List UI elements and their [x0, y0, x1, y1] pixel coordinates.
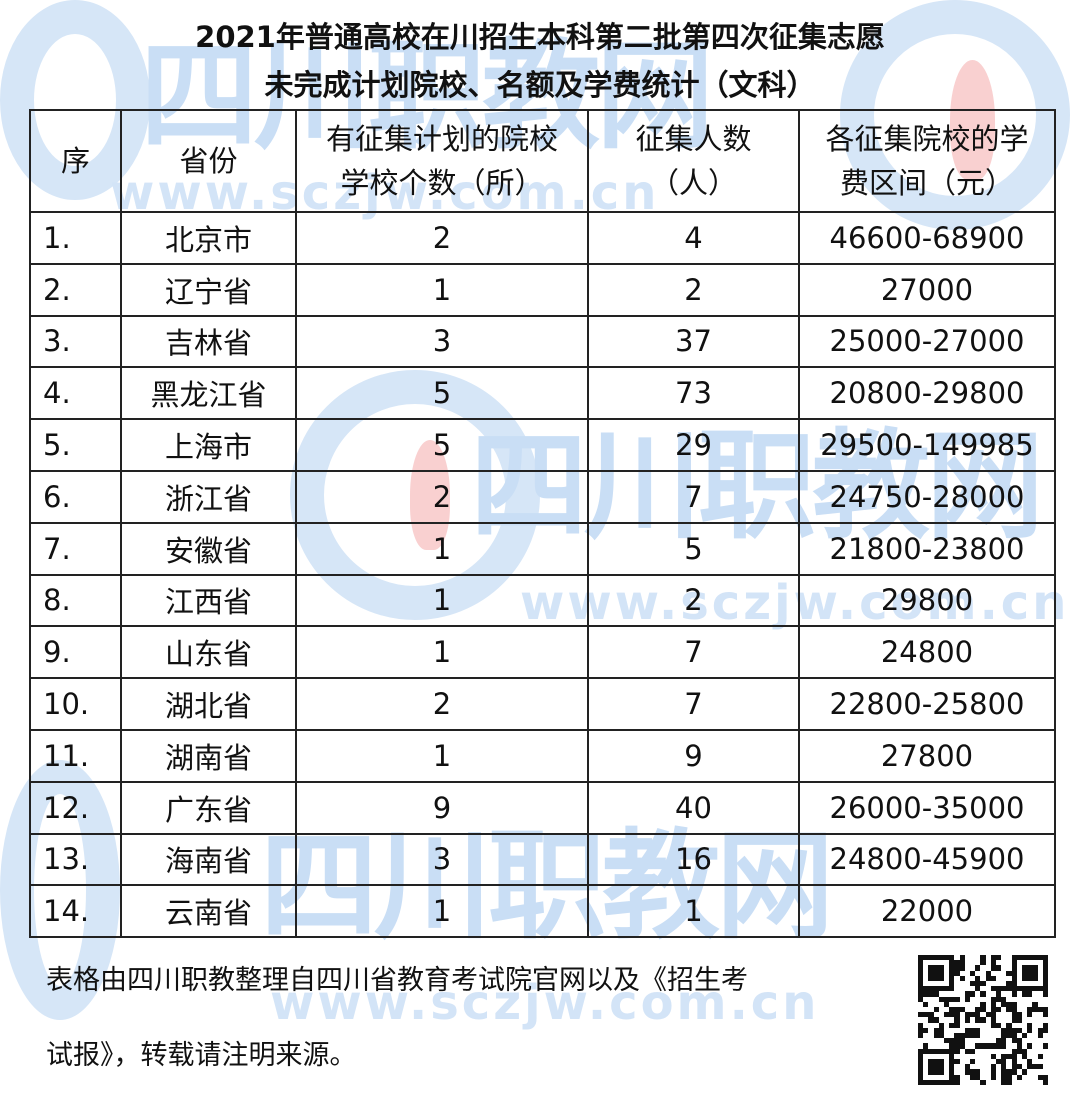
- cell-province: 湖北省: [120, 677, 297, 731]
- table-row: 12. 广东省 9 40 26000-35000: [29, 780, 1056, 835]
- cell-enrollment: 5: [587, 521, 800, 576]
- cell-province: 湖南省: [120, 728, 297, 783]
- cell-index: 12.: [29, 780, 122, 835]
- cell-province: 广东省: [120, 780, 297, 835]
- cell-enrollment: 37: [587, 314, 800, 369]
- cell-school-count: 3: [295, 314, 589, 369]
- cell-school-count: 1: [295, 884, 589, 939]
- cell-enrollment: 1: [587, 884, 800, 939]
- table-row: 4. 黑龙江省 5 73 20800-29800: [29, 366, 1056, 421]
- header-enrollment: 征集人数（人）: [587, 109, 800, 213]
- cell-tuition: 29800: [798, 573, 1056, 628]
- cell-index: 2.: [29, 262, 122, 317]
- cell-tuition: 24800: [798, 625, 1056, 680]
- cell-index: 9.: [29, 625, 122, 680]
- cell-school-count: 1: [295, 573, 589, 628]
- cell-index: 8.: [29, 573, 122, 628]
- table-row: 6. 浙江省 2 7 24750-28000: [29, 469, 1056, 524]
- footer-note-line-1: 表格由四川职教整理自四川省教育考试院官网以及《招生考: [46, 965, 748, 996]
- cell-province: 辽宁省: [120, 262, 297, 317]
- table-row: 10. 湖北省 2 7 22800-25800: [29, 677, 1056, 731]
- cell-tuition: 21800-23800: [798, 521, 1056, 576]
- cell-school-count: 2: [295, 677, 589, 731]
- cell-enrollment: 7: [587, 677, 800, 731]
- header-tuition: 各征集院校的学费区间（元）: [798, 109, 1056, 213]
- cell-province: 浙江省: [120, 469, 297, 524]
- cell-school-count: 1: [295, 262, 589, 317]
- cell-province: 上海市: [120, 418, 297, 472]
- table-row: 3. 吉林省 3 37 25000-27000: [29, 314, 1056, 369]
- cell-province: 江西省: [120, 573, 297, 628]
- cell-tuition: 26000-35000: [798, 780, 1056, 835]
- cell-tuition: 24800-45900: [798, 832, 1056, 887]
- header-province: 省份: [120, 109, 297, 213]
- cell-enrollment: 16: [587, 832, 800, 887]
- footer-note-line-2: 试报》，转载请注明来源。: [46, 1040, 357, 1071]
- cell-province: 海南省: [120, 832, 297, 887]
- table-row: 7. 安徽省 1 5 21800-23800: [29, 521, 1056, 576]
- table-header: 序 省份 有征集计划的院校学校个数（所） 征集人数（人） 各征集院校的学费区间（…: [29, 109, 1056, 213]
- title-line-1: 2021年普通高校在川招生本科第二批第四次征集志愿: [195, 20, 885, 54]
- stats-table: 序 省份 有征集计划的院校学校个数（所） 征集人数（人） 各征集院校的学费区间（…: [29, 109, 1056, 939]
- cell-enrollment: 2: [587, 573, 800, 628]
- cell-province: 吉林省: [120, 314, 297, 369]
- header-index: 序: [29, 109, 122, 213]
- cell-tuition: 22000: [798, 884, 1056, 939]
- table-row: 14. 云南省 1 1 22000: [29, 884, 1056, 939]
- cell-province: 黑龙江省: [120, 366, 297, 421]
- cell-school-count: 2: [295, 211, 589, 265]
- cell-tuition: 27000: [798, 262, 1056, 317]
- cell-index: 11.: [29, 728, 122, 783]
- cell-tuition: 25000-27000: [798, 314, 1056, 369]
- cell-enrollment: 9: [587, 728, 800, 783]
- cell-tuition: 29500-149985: [798, 418, 1056, 472]
- table-row: 1. 北京市 2 4 46600-68900: [29, 211, 1056, 265]
- table-row: 8. 江西省 1 2 29800: [29, 573, 1056, 628]
- cell-index: 1.: [29, 211, 122, 265]
- cell-enrollment: 4: [587, 211, 800, 265]
- cell-tuition: 22800-25800: [798, 677, 1056, 731]
- cell-enrollment: 7: [587, 625, 800, 680]
- cell-province: 山东省: [120, 625, 297, 680]
- cell-index: 4.: [29, 366, 122, 421]
- table-row: 9. 山东省 1 7 24800: [29, 625, 1056, 680]
- cell-tuition: 46600-68900: [798, 211, 1056, 265]
- cell-province: 安徽省: [120, 521, 297, 576]
- table-row: 2. 辽宁省 1 2 27000: [29, 262, 1056, 317]
- cell-enrollment: 7: [587, 469, 800, 524]
- cell-index: 7.: [29, 521, 122, 576]
- cell-school-count: 5: [295, 418, 589, 472]
- cell-index: 10.: [29, 677, 122, 731]
- table-row: 13. 海南省 3 16 24800-45900: [29, 832, 1056, 887]
- cell-enrollment: 40: [587, 780, 800, 835]
- cell-tuition: 24750-28000: [798, 469, 1056, 524]
- cell-province: 云南省: [120, 884, 297, 939]
- cell-province: 北京市: [120, 211, 297, 265]
- cell-school-count: 5: [295, 366, 589, 421]
- cell-index: 6.: [29, 469, 122, 524]
- cell-school-count: 9: [295, 780, 589, 835]
- cell-index: 5.: [29, 418, 122, 472]
- cell-enrollment: 29: [587, 418, 800, 472]
- header-school-count: 有征集计划的院校学校个数（所）: [295, 109, 589, 213]
- cell-index: 14.: [29, 884, 122, 939]
- cell-tuition: 20800-29800: [798, 366, 1056, 421]
- cell-school-count: 3: [295, 832, 589, 887]
- cell-enrollment: 2: [587, 262, 800, 317]
- cell-tuition: 27800: [798, 728, 1056, 783]
- table-row: 5. 上海市 5 29 29500-149985: [29, 418, 1056, 472]
- cell-school-count: 1: [295, 728, 589, 783]
- cell-index: 13.: [29, 832, 122, 887]
- cell-school-count: 1: [295, 625, 589, 680]
- table-row: 11. 湖南省 1 9 27800: [29, 728, 1056, 783]
- cell-enrollment: 73: [587, 366, 800, 421]
- cell-school-count: 2: [295, 469, 589, 524]
- cell-school-count: 1: [295, 521, 589, 576]
- qr-code-icon: [918, 955, 1048, 1085]
- title-line-2: 未完成计划院校、名额及学费统计（文科）: [264, 68, 816, 102]
- cell-index: 3.: [29, 314, 122, 369]
